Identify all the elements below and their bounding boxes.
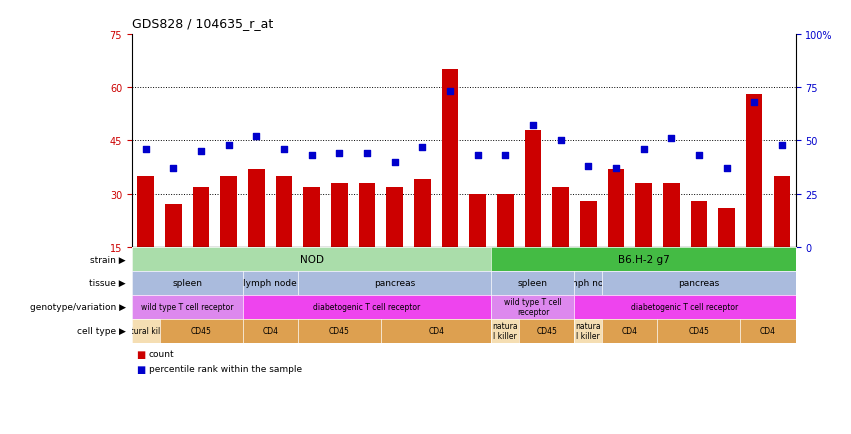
Bar bbox=[442, 70, 458, 300]
Text: B6.H-2 g7: B6.H-2 g7 bbox=[618, 254, 670, 264]
Text: CD4: CD4 bbox=[428, 326, 444, 335]
Text: wild type T cell
receptor: wild type T cell receptor bbox=[504, 297, 562, 317]
Point bbox=[554, 138, 568, 145]
Point bbox=[194, 148, 208, 155]
Point bbox=[609, 165, 623, 172]
Point bbox=[526, 123, 540, 130]
Text: percentile rank within the sample: percentile rank within the sample bbox=[149, 365, 302, 373]
Point bbox=[581, 163, 595, 170]
Point bbox=[222, 142, 236, 149]
Text: count: count bbox=[149, 349, 174, 358]
Text: pancreas: pancreas bbox=[374, 279, 415, 288]
Bar bbox=[304, 187, 320, 300]
Text: cell type ▶: cell type ▶ bbox=[77, 326, 126, 335]
Point bbox=[665, 135, 678, 142]
Bar bbox=[608, 169, 625, 300]
Text: spleen: spleen bbox=[518, 279, 548, 288]
Bar bbox=[248, 169, 265, 300]
Bar bbox=[745, 95, 762, 300]
Bar bbox=[774, 177, 790, 300]
Text: diabetogenic T cell receptor: diabetogenic T cell receptor bbox=[631, 302, 739, 312]
Bar bbox=[414, 180, 431, 300]
Bar bbox=[663, 184, 679, 300]
Bar bbox=[331, 184, 348, 300]
Point bbox=[388, 159, 402, 166]
Bar bbox=[276, 177, 293, 300]
Text: NOD: NOD bbox=[300, 254, 323, 264]
Text: lymph node: lymph node bbox=[562, 279, 615, 288]
Text: natura
l killer: natura l killer bbox=[575, 321, 601, 341]
Point bbox=[333, 150, 346, 157]
Bar bbox=[552, 187, 568, 300]
Point bbox=[499, 152, 512, 159]
Point bbox=[720, 165, 734, 172]
Bar bbox=[718, 208, 735, 300]
Text: GDS828 / 104635_r_at: GDS828 / 104635_r_at bbox=[132, 17, 273, 30]
Text: CD4: CD4 bbox=[622, 326, 637, 335]
Bar bbox=[192, 187, 209, 300]
Text: CD45: CD45 bbox=[688, 326, 710, 335]
Text: pancreas: pancreas bbox=[678, 279, 719, 288]
Text: CD4: CD4 bbox=[760, 326, 776, 335]
Bar bbox=[220, 177, 237, 300]
Bar bbox=[497, 194, 514, 300]
Point bbox=[443, 89, 457, 95]
Point bbox=[747, 99, 761, 106]
Bar bbox=[691, 201, 707, 300]
Text: genotype/variation ▶: genotype/variation ▶ bbox=[30, 302, 126, 312]
Bar bbox=[635, 184, 652, 300]
Text: natural killer: natural killer bbox=[121, 326, 170, 335]
Point bbox=[249, 133, 263, 140]
Bar bbox=[359, 184, 375, 300]
Point bbox=[692, 152, 705, 159]
Text: tissue ▶: tissue ▶ bbox=[89, 279, 126, 288]
Bar bbox=[165, 205, 182, 300]
Text: CD45: CD45 bbox=[328, 326, 350, 335]
Point bbox=[775, 142, 789, 149]
Point bbox=[305, 152, 318, 159]
Text: CD45: CD45 bbox=[191, 326, 212, 335]
Text: CD4: CD4 bbox=[262, 326, 278, 335]
Text: lymph node: lymph node bbox=[243, 279, 297, 288]
Bar bbox=[138, 177, 154, 300]
Text: ■: ■ bbox=[136, 349, 146, 358]
Point bbox=[277, 146, 291, 153]
Bar bbox=[386, 187, 403, 300]
Bar bbox=[470, 194, 486, 300]
Point bbox=[139, 146, 152, 153]
Point bbox=[471, 152, 484, 159]
Point bbox=[167, 165, 180, 172]
Text: spleen: spleen bbox=[172, 279, 203, 288]
Text: strain ▶: strain ▶ bbox=[90, 255, 126, 264]
Point bbox=[415, 144, 429, 151]
Point bbox=[360, 150, 374, 157]
Text: CD45: CD45 bbox=[536, 326, 557, 335]
Text: wild type T cell receptor: wild type T cell receptor bbox=[141, 302, 233, 312]
Point bbox=[637, 146, 650, 153]
Text: ■: ■ bbox=[136, 364, 146, 374]
Text: natura
l killer: natura l killer bbox=[493, 321, 518, 341]
Bar bbox=[580, 201, 597, 300]
Text: diabetogenic T cell receptor: diabetogenic T cell receptor bbox=[313, 302, 420, 312]
Bar bbox=[524, 130, 541, 300]
